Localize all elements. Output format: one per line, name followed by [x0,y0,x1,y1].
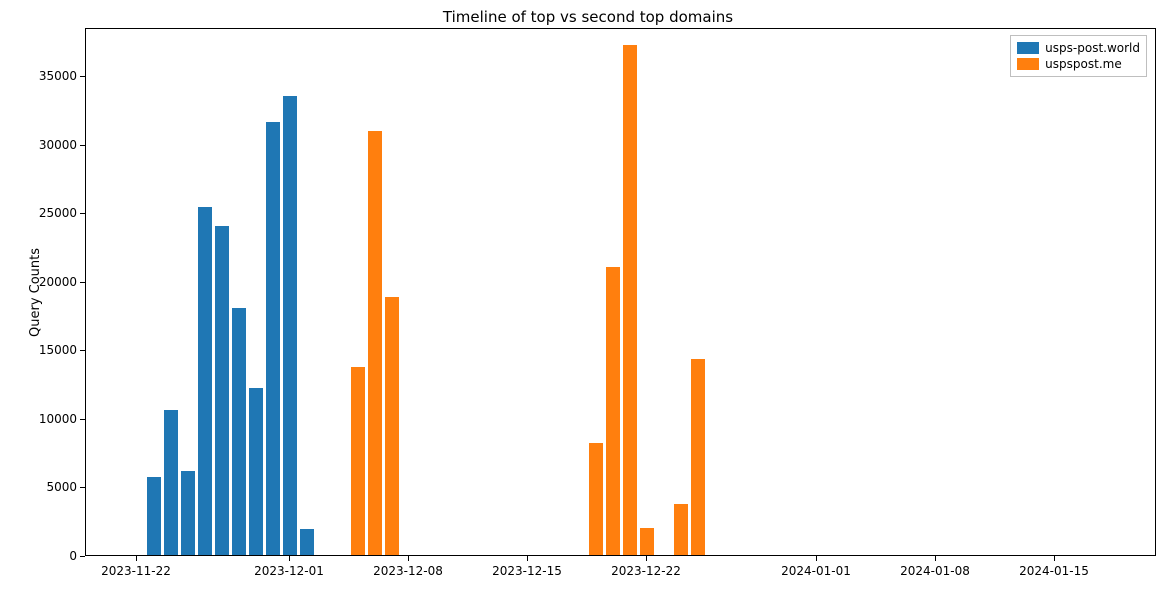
y-tick-label: 15000 [17,343,77,357]
bar [640,528,654,555]
y-tick-mark [80,213,85,214]
x-tick-mark [289,556,290,561]
x-tick-mark [935,556,936,561]
bar [266,122,280,555]
legend-swatch [1017,42,1039,54]
bar [385,297,399,555]
y-tick-mark [80,419,85,420]
legend: usps-post.worlduspspost.me [1010,35,1147,77]
y-tick-mark [80,145,85,146]
x-tick-mark [816,556,817,561]
x-tick-label: 2023-12-01 [254,564,324,578]
y-tick-label: 25000 [17,206,77,220]
bar [589,443,603,555]
y-tick-mark [80,487,85,488]
y-tick-label: 35000 [17,69,77,83]
y-tick-mark [80,350,85,351]
legend-item: uspspost.me [1017,56,1140,72]
legend-item: usps-post.world [1017,40,1140,56]
legend-swatch [1017,58,1039,70]
bar [606,267,620,555]
x-tick-mark [136,556,137,561]
x-tick-label: 2024-01-15 [1019,564,1089,578]
x-tick-label: 2024-01-08 [900,564,970,578]
bar [164,410,178,555]
bar [215,226,229,555]
bar [147,477,161,555]
x-tick-mark [408,556,409,561]
bar [351,367,365,555]
x-tick-label: 2023-12-15 [492,564,562,578]
bar [198,207,212,555]
bar [623,45,637,555]
chart-container: Timeline of top vs second top domains us… [0,0,1176,600]
y-tick-label: 10000 [17,412,77,426]
bar [181,471,195,555]
bar [674,504,688,555]
y-tick-mark [80,76,85,77]
bar [249,388,263,555]
y-axis-label: Query Counts [28,248,43,337]
plot-area: usps-post.worlduspspost.me [85,28,1156,556]
y-tick-label: 0 [17,549,77,563]
y-tick-label: 20000 [17,275,77,289]
legend-label: uspspost.me [1045,56,1122,72]
x-tick-label: 2023-12-22 [611,564,681,578]
x-tick-label: 2023-11-22 [101,564,171,578]
bar [232,308,246,555]
bar [368,131,382,555]
x-tick-mark [527,556,528,561]
x-tick-mark [1054,556,1055,561]
y-tick-mark [80,282,85,283]
x-tick-label: 2024-01-01 [781,564,851,578]
x-tick-label: 2023-12-08 [373,564,443,578]
legend-label: usps-post.world [1045,40,1140,56]
x-tick-mark [646,556,647,561]
bar [691,359,705,555]
y-tick-label: 5000 [17,480,77,494]
y-tick-mark [80,556,85,557]
chart-title: Timeline of top vs second top domains [0,8,1176,26]
bar [300,529,314,555]
y-tick-label: 30000 [17,138,77,152]
bar [283,96,297,555]
